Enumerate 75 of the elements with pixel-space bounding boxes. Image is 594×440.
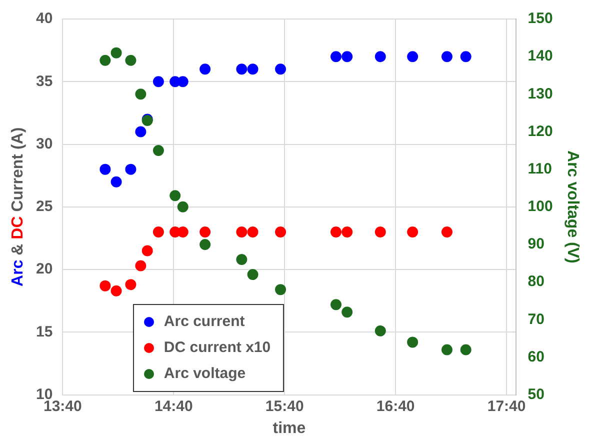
point xyxy=(236,64,248,75)
y-tick-label: 15 xyxy=(36,323,53,340)
point xyxy=(330,51,342,62)
point xyxy=(236,254,248,266)
point xyxy=(441,344,452,356)
y2-axis-title: Arc voltage (V) xyxy=(564,150,581,264)
x-axis-title: time xyxy=(272,420,306,437)
point xyxy=(135,260,146,272)
point xyxy=(236,226,248,238)
point xyxy=(374,226,386,238)
x-tick-label: 16:40 xyxy=(376,398,415,415)
point xyxy=(247,226,258,238)
point xyxy=(342,51,353,62)
legend-label: DC current x10 xyxy=(164,339,271,356)
point xyxy=(407,336,418,348)
point xyxy=(100,164,111,175)
point xyxy=(200,226,211,238)
y2-tick-label: 150 xyxy=(528,10,553,28)
point xyxy=(275,226,286,238)
point xyxy=(152,76,164,88)
point xyxy=(330,299,342,310)
x-tick-label: 13:40 xyxy=(43,398,82,415)
point xyxy=(110,285,122,296)
point xyxy=(330,226,342,238)
y2-tick-label: 90 xyxy=(528,236,544,253)
point xyxy=(200,64,211,75)
legend-label: Arc voltage xyxy=(164,365,246,382)
point xyxy=(152,145,164,156)
point xyxy=(441,226,452,238)
point xyxy=(125,164,136,175)
y-tick-label: 20 xyxy=(36,260,53,278)
y-tick-label: 30 xyxy=(36,135,53,152)
point xyxy=(374,51,386,62)
y-tick-label: 35 xyxy=(36,72,53,90)
point xyxy=(100,280,111,292)
legend-label: Arc current xyxy=(164,313,245,330)
y-tick-label: 40 xyxy=(36,10,53,28)
x-tick-label: 17:40 xyxy=(487,398,526,415)
point xyxy=(100,54,111,66)
y-tick-label: 25 xyxy=(36,198,53,216)
point xyxy=(407,226,418,238)
point xyxy=(407,51,418,62)
y2-tick-label: 60 xyxy=(528,348,544,366)
point xyxy=(142,245,153,256)
point xyxy=(177,201,188,212)
point xyxy=(441,51,452,62)
y2-tick-label: 100 xyxy=(528,198,553,216)
point xyxy=(374,325,386,336)
y2-tick-label: 80 xyxy=(528,273,544,290)
point xyxy=(125,54,136,66)
point xyxy=(135,88,146,100)
y2-tick-label: 130 xyxy=(528,85,553,102)
point xyxy=(200,238,211,250)
point xyxy=(342,306,353,318)
point xyxy=(342,226,353,238)
point xyxy=(460,344,472,356)
point xyxy=(125,279,136,290)
x-tick-label: 15:40 xyxy=(265,398,304,415)
y2-tick-label: 120 xyxy=(528,122,553,140)
point xyxy=(170,190,181,202)
y2-tick-label: 140 xyxy=(528,48,553,65)
y2-tick-label: 50 xyxy=(528,386,544,403)
y2-tick-label: 70 xyxy=(528,310,544,328)
point xyxy=(247,64,258,75)
x-tick-label: 14:40 xyxy=(154,398,193,415)
point xyxy=(275,64,286,75)
point xyxy=(275,284,286,296)
y-axis-title: Arc & DC Current (A) xyxy=(9,127,26,286)
point xyxy=(152,226,164,238)
point xyxy=(135,126,146,138)
point xyxy=(110,47,122,58)
y2-tick-label: 110 xyxy=(528,160,552,178)
point xyxy=(110,176,122,188)
point xyxy=(247,269,258,280)
point xyxy=(460,51,472,62)
